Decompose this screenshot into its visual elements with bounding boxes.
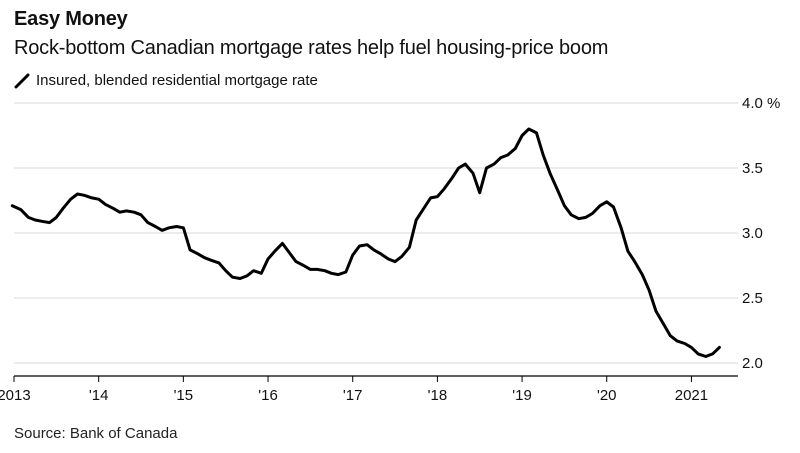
y-tick-label: 2.0 [742, 355, 763, 372]
y-tick-label: 3.0 [742, 225, 763, 242]
y-tick-label: 3.5 [742, 160, 763, 177]
x-tick-label: '15 [174, 387, 194, 404]
legend-line-swatch-icon [14, 73, 30, 88]
series-layer [10, 127, 721, 358]
x-tick-label: '16 [258, 387, 278, 404]
x-tick-label: '19 [512, 387, 532, 404]
chart-subtitle: Rock-bottom Canadian mortgage rates help… [14, 37, 609, 59]
y-tick-label: 4.0 % [742, 95, 780, 112]
x-tick-label: 2013 [0, 387, 31, 404]
legend-label: Insured, blended residential mortgage ra… [36, 72, 318, 89]
x-tick-label: '20 [597, 387, 617, 404]
source-note: Source: Bank of Canada [14, 425, 178, 442]
x-axis: 2013 '14 '15 '16 '17 '18 '19 '20 2021 [0, 375, 738, 404]
legend: Insured, blended residential mortgage ra… [14, 72, 318, 89]
x-tick-label: '14 [89, 387, 109, 404]
gridlines [14, 102, 738, 364]
x-tick-label: '17 [343, 387, 363, 404]
y-axis-ticks: 4.0 % 3.5 3.0 2.5 2.0 [742, 95, 780, 372]
series-line [10, 127, 721, 358]
chart-title: Easy Money [14, 8, 128, 30]
x-tick-label: 2021 [675, 387, 708, 404]
y-tick-label: 2.5 [742, 290, 763, 307]
x-tick-label: '18 [428, 387, 448, 404]
